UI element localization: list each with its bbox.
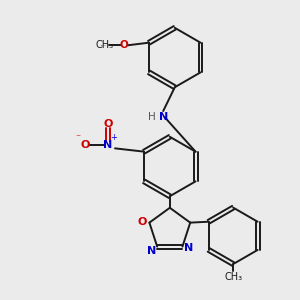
Text: CH₃: CH₃ xyxy=(224,272,242,282)
Text: +: + xyxy=(110,133,117,142)
Text: ⁻: ⁻ xyxy=(76,133,81,143)
Text: N: N xyxy=(184,243,194,253)
Text: N: N xyxy=(103,140,112,150)
Text: O: O xyxy=(137,217,147,227)
Text: O: O xyxy=(103,118,112,129)
Text: H: H xyxy=(148,112,155,122)
Text: methoxy: methoxy xyxy=(101,45,108,46)
Text: N: N xyxy=(159,112,169,122)
Text: CH₃: CH₃ xyxy=(95,40,113,50)
Text: N: N xyxy=(147,246,156,256)
Text: O: O xyxy=(81,140,90,150)
Text: O: O xyxy=(120,40,129,50)
